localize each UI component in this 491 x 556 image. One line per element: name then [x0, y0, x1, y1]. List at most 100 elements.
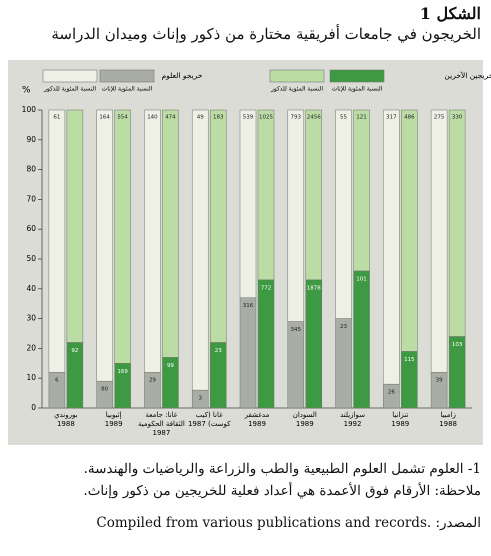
- count-label: 92: [71, 348, 78, 354]
- count-label: 793: [291, 115, 302, 121]
- count-label: 1878: [307, 285, 321, 291]
- bar-segment: [257, 109, 275, 281]
- y-tick-label: 10: [26, 373, 36, 382]
- legend-swatch: [329, 69, 385, 83]
- bar-segment: [383, 383, 400, 409]
- x-tick-label: السودان: [293, 411, 317, 419]
- bar-segment: [239, 297, 257, 409]
- count-label: 61: [53, 115, 60, 121]
- bar-segment: [353, 270, 370, 409]
- count-label: 39: [436, 378, 443, 384]
- bar-segment: [305, 279, 323, 409]
- count-label: 6: [55, 378, 59, 384]
- count-label: 1025: [259, 115, 273, 121]
- legend-group: خريجو العلوم: [162, 71, 203, 80]
- count-label: 169: [117, 369, 128, 375]
- bar-segment: [430, 109, 448, 373]
- count-label: 554: [117, 115, 128, 121]
- legend-swatch: [269, 69, 325, 83]
- y-tick-label: 60: [26, 224, 36, 233]
- bar-segment: [448, 109, 466, 337]
- count-label: 55: [340, 115, 347, 121]
- x-tick-label: مدغشقر: [244, 411, 270, 419]
- bar-segment: [305, 109, 323, 281]
- chart-title: الخريجون في جامعات أفريقية مختارة من ذكو…: [51, 25, 481, 43]
- bar-segment: [353, 109, 370, 272]
- count-label: 486: [404, 115, 415, 121]
- bar-segment: [209, 109, 227, 343]
- x-tick-label: إثيوبيا: [106, 411, 122, 419]
- count-label: 115: [404, 357, 415, 363]
- bar-segment: [401, 109, 418, 352]
- legend-swatch: [99, 69, 155, 83]
- x-tick-label: كوست) 1987: [188, 420, 231, 428]
- x-tick-label: 1989: [248, 420, 266, 428]
- source-label: المصدر:: [435, 515, 481, 531]
- bar-segment: [239, 109, 257, 298]
- x-tick-label: زامبيا: [440, 411, 455, 419]
- count-label: 164: [99, 115, 110, 121]
- header: الشكل 1 الخريجون في جامعات أفريقية مختار…: [51, 4, 481, 43]
- y-tick-label: 0: [31, 403, 36, 412]
- count-label: 101: [356, 276, 367, 282]
- bar-segment: [114, 109, 131, 364]
- count-label: 29: [149, 378, 156, 384]
- legend-label: النسبة المئوية للذكور: [270, 86, 323, 93]
- y-tick-label: 30: [26, 314, 36, 323]
- notes: 1- العلوم تشمل العلوم الطبيعية والطب وال…: [10, 458, 481, 534]
- count-label: 330: [452, 115, 463, 121]
- count-label: 539: [243, 115, 254, 121]
- bar-segment: [144, 109, 161, 373]
- x-tick-label: الثقافة الحكومية: [138, 420, 185, 428]
- x-tick-label: 1992: [344, 420, 362, 428]
- y-tick-label: 90: [26, 135, 36, 144]
- source-text: Compiled from various publications and r…: [96, 515, 432, 531]
- y-tick-label: 20: [26, 343, 36, 352]
- bar-segment: [257, 279, 275, 409]
- legend-label: النسبة المئوية للإناث: [102, 86, 153, 93]
- x-tick-label: سوازيلند: [340, 411, 365, 419]
- y-tick-label: 50: [26, 254, 36, 263]
- x-tick-label: 1989: [391, 420, 409, 428]
- y-tick-label: 80: [26, 165, 36, 174]
- y-tick-label: 40: [26, 284, 36, 293]
- x-tick-label: بوروندي: [54, 411, 77, 419]
- bar-segment: [96, 380, 113, 409]
- bar-segment: [66, 109, 84, 343]
- note: 1- العلوم تشمل العلوم الطبيعية والطب وال…: [83, 461, 481, 477]
- count-label: 99: [167, 363, 174, 369]
- count-label: 772: [261, 285, 272, 291]
- bar-segment: [162, 109, 179, 358]
- count-label: 26: [388, 390, 395, 396]
- legend-swatch: [42, 69, 98, 83]
- x-tick-label: 1989: [105, 420, 123, 428]
- legend-label: النسبة المئوية للإناث: [332, 86, 383, 93]
- count-label: 183: [213, 115, 224, 121]
- count-label: 23: [215, 348, 222, 354]
- count-label: 345: [291, 327, 302, 333]
- legend-label: النسبة المئوية للذكور: [43, 86, 96, 93]
- count-label: 474: [165, 115, 176, 121]
- x-tick-label: تنزانيا: [392, 411, 408, 419]
- y-unit: %: [22, 86, 31, 96]
- x-tick-label: غانا (كيب: [196, 411, 223, 419]
- source: المصدر: Compiled from various publicatio…: [10, 512, 481, 534]
- note: ملاحظة: الأرقام فوق الأعمدة هي أعداد فعل…: [83, 483, 481, 499]
- count-label: 80: [101, 387, 108, 393]
- x-tick-label: 1987: [153, 429, 171, 437]
- count-label: 23: [340, 324, 347, 330]
- bar-segment: [287, 109, 305, 322]
- bar-segment: [287, 321, 305, 409]
- count-label: 103: [452, 342, 463, 348]
- x-tick-label: غانا: جامعة: [146, 411, 178, 419]
- bar-segment: [48, 109, 66, 373]
- bar-segment: [335, 318, 352, 409]
- x-tick-label: 1988: [439, 420, 457, 428]
- y-tick-label: 100: [22, 105, 37, 114]
- figure-label: الشكل 1: [419, 4, 481, 23]
- bar-segment: [191, 109, 209, 391]
- bar-segment: [383, 109, 400, 385]
- count-label: 317: [386, 115, 397, 121]
- count-label: 121: [356, 115, 367, 121]
